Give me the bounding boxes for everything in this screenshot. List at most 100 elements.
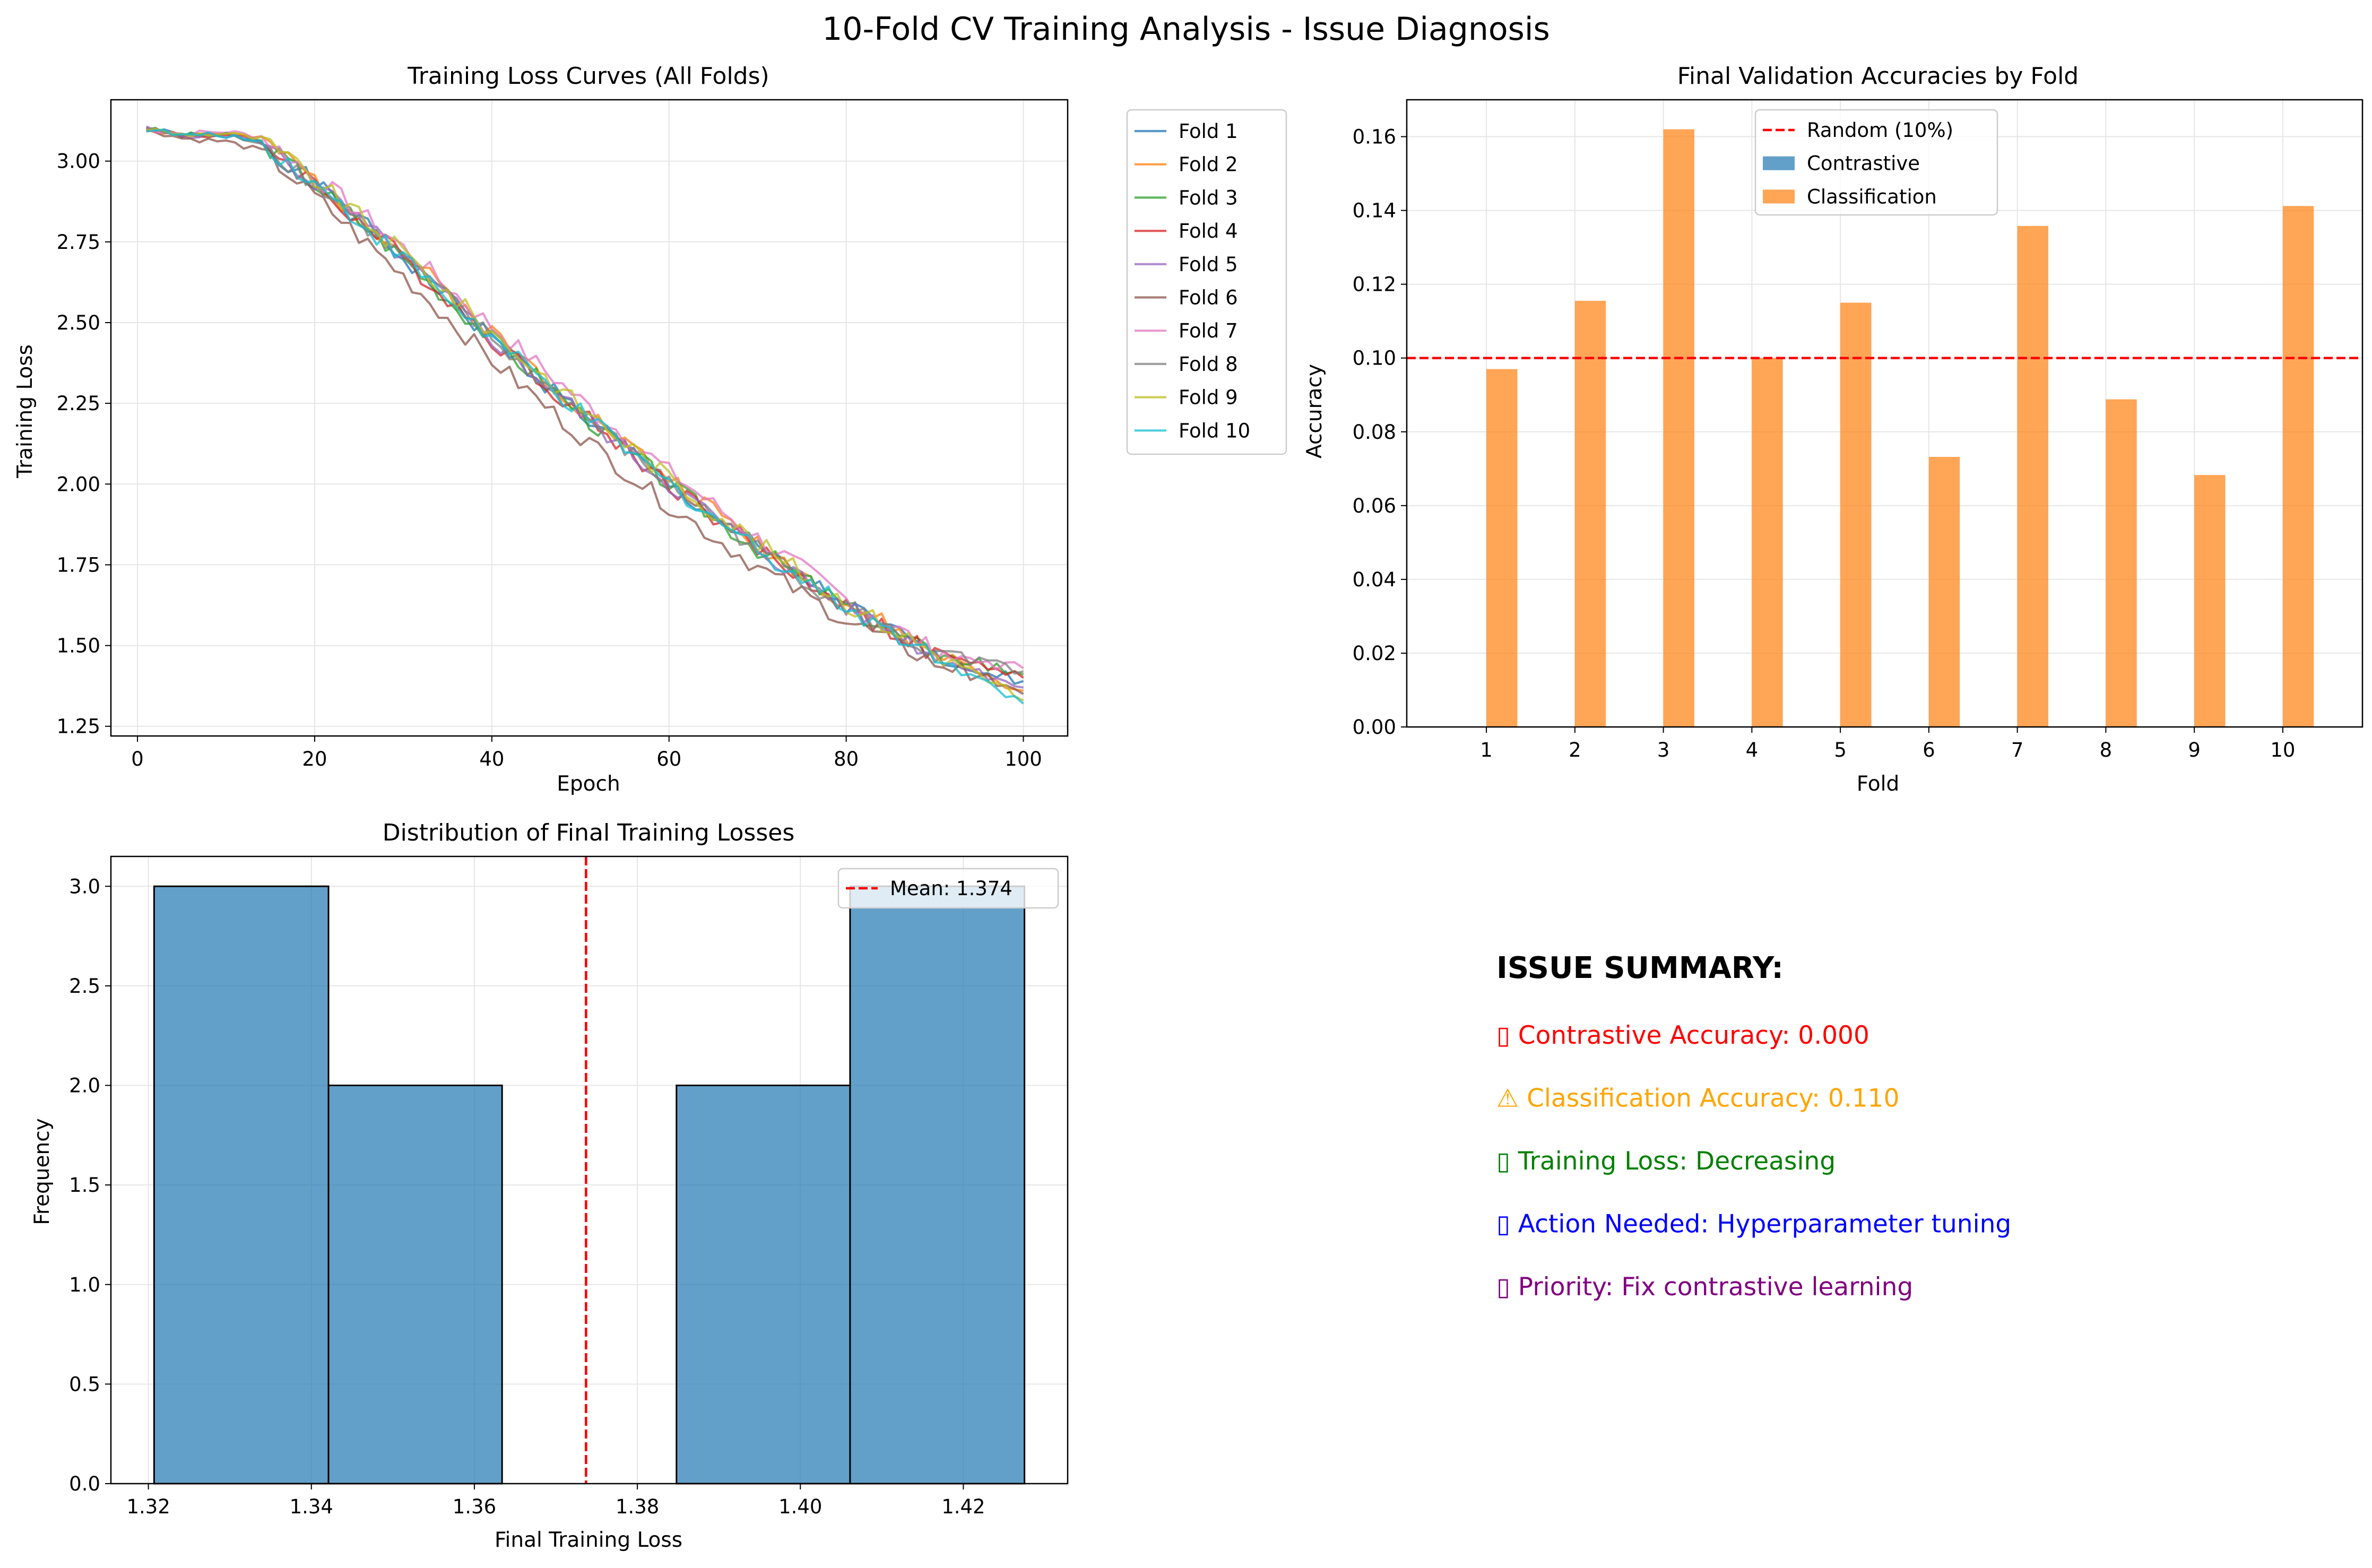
y-tick-label: 0.06 [1353, 495, 1396, 517]
fold-7-loss-line [145, 127, 1024, 671]
accuracy-xlabel: Fold [1857, 772, 1900, 796]
figure-title: 10-Fold CV Training Analysis - Issue Dia… [822, 11, 1550, 48]
classification-bar-fold-5 [1840, 302, 1872, 727]
plot-frame [110, 855, 1069, 1485]
legend-box [1754, 109, 1998, 216]
legend-label-mean: Mean: 1.374 [890, 877, 1012, 900]
classification-bar-fold-8 [2106, 399, 2137, 727]
x-tick-label: 1.32 [126, 1495, 170, 1518]
histogram-title: Distribution of Final Training Losses [383, 819, 795, 846]
legend-box [837, 868, 1059, 909]
legend-label-fold-8: Fold 8 [1179, 353, 1238, 376]
y-tick-label: 0.16 [1353, 126, 1396, 149]
plot-frame [1406, 99, 2364, 728]
fold-1-loss-line [146, 127, 1024, 685]
plot-frame [110, 99, 1069, 737]
y-tick-label: 0.10 [1353, 347, 1396, 370]
x-tick-label: 0 [131, 748, 144, 770]
x-tick-label: 1.40 [778, 1495, 822, 1518]
y-tick-label: 2.0 [69, 1075, 100, 1097]
x-tick-label: 9 [2188, 739, 2201, 761]
x-tick-label: 3 [1657, 739, 1670, 761]
summary-line-4: ▯ Action Needed: Hyperparameter tuning [1496, 1210, 2011, 1239]
legend-label-fold-4: Fold 4 [1179, 220, 1238, 242]
histogram-bar-5 [849, 885, 1026, 1485]
classification-bar-fold-3 [1663, 129, 1694, 727]
y-tick-label: 1.25 [57, 715, 100, 738]
legend-label-fold-1: Fold 1 [1179, 120, 1238, 143]
legend-label-fold-7: Fold 7 [1179, 319, 1238, 342]
histogram-panel: Distribution of Final Training Losses Fi… [30, 819, 1069, 1552]
classification-bar-fold-10 [2282, 206, 2314, 727]
x-tick-label: 8 [2100, 739, 2113, 761]
x-tick-label: 1.38 [616, 1495, 659, 1518]
fold-3-loss-line [146, 127, 1024, 676]
loss-curves-title: Training Loss Curves (All Folds) [407, 63, 769, 90]
legend-label-fold-10: Fold 10 [1179, 419, 1250, 442]
x-tick-label: 6 [1923, 739, 1935, 761]
y-tick-label: 0.0 [69, 1472, 100, 1495]
x-tick-label: 60 [656, 748, 681, 770]
histogram-ylabel: Frequency [30, 1118, 54, 1225]
y-tick-label: 2.00 [57, 473, 100, 496]
x-tick-label: 1.36 [453, 1495, 496, 1518]
y-tick-label: 1.50 [57, 635, 100, 657]
legend-swatch-classification [1763, 189, 1795, 204]
legend-box [1126, 109, 1287, 455]
x-tick-label: 80 [834, 748, 859, 770]
summary-line-3: ▯ Training Loss: Decreasing [1496, 1147, 1836, 1176]
x-tick-label: 1.42 [941, 1495, 985, 1518]
fold-10-loss-line [146, 128, 1024, 705]
x-tick-label: 1 [1480, 739, 1493, 761]
classification-bar-fold-1 [1486, 369, 1518, 727]
histogram-legend: Mean: 1.374 [837, 868, 1059, 909]
histogram-bar-2 [327, 1085, 503, 1485]
y-tick-label: 3.00 [57, 150, 100, 173]
y-tick-label: 0.08 [1353, 421, 1396, 444]
legend-label-fold-5: Fold 5 [1179, 253, 1238, 276]
x-tick-label: 1.34 [290, 1495, 333, 1518]
x-tick-label: 2 [1569, 739, 1581, 761]
y-tick-label: 0.5 [69, 1373, 100, 1396]
summary-line-1: ▯ Contrastive Accuracy: 0.000 [1496, 1021, 1869, 1050]
legend-label-fold-6: Fold 6 [1179, 287, 1238, 309]
y-tick-label: 0.02 [1353, 642, 1396, 665]
loss-curves-legend: Fold 1 Fold 2 Fold 3 Fold 4 Fold 5 Fold 6 Fold… [1126, 109, 1287, 455]
x-tick-label: 10 [2270, 739, 2295, 761]
y-tick-label: 3.0 [69, 875, 100, 898]
accuracy-ylabel: Accuracy [1303, 364, 1327, 458]
y-tick-label: 2.25 [57, 392, 100, 415]
y-tick-label: 1.75 [57, 553, 100, 576]
y-tick-label: 0.04 [1353, 568, 1396, 591]
legend-label-classification: Classification [1807, 185, 1937, 208]
legend-label-contrastive: Contrastive [1807, 152, 1920, 175]
y-tick-label: 0.14 [1353, 200, 1396, 222]
loss-curves-ylabel: Training Loss [13, 344, 37, 479]
x-tick-label: 4 [1746, 739, 1759, 761]
classification-bar-fold-7 [2017, 226, 2049, 727]
loss-curves-xlabel: Epoch [557, 772, 620, 796]
legend-label-fold-9: Fold 9 [1179, 386, 1238, 409]
classification-bar-fold-6 [1928, 457, 1960, 727]
loss-curves-panel: Training Loss Curves (All Folds) Epoch T… [13, 63, 1069, 796]
x-tick-label: 100 [1005, 748, 1042, 770]
legend-label-fold-2: Fold 2 [1179, 153, 1238, 176]
y-tick-label: 2.75 [57, 231, 100, 254]
y-tick-label: 0.00 [1353, 716, 1396, 739]
classification-bar-fold-2 [1574, 300, 1606, 727]
histogram-bar-4 [676, 1085, 851, 1485]
y-tick-label: 1.0 [69, 1274, 100, 1296]
histogram-xlabel: Final Training Loss [495, 1528, 682, 1552]
fold-2-loss-line [146, 128, 1024, 692]
legend-label-fold-3: Fold 3 [1179, 186, 1238, 209]
fold-6-loss-line [145, 126, 1024, 695]
summary-line-5: ▯ Priority: Fix contrastive learning [1496, 1272, 1913, 1302]
y-tick-label: 2.5 [69, 975, 100, 998]
y-tick-label: 0.12 [1353, 273, 1396, 296]
fold-5-loss-line [145, 125, 1024, 689]
x-tick-label: 20 [302, 748, 327, 770]
accuracy-panel: Final Validation Accuracies by Fold Fold… [1303, 63, 2364, 796]
legend-swatch-contrastive [1763, 156, 1795, 170]
x-tick-label: 5 [1834, 739, 1847, 761]
